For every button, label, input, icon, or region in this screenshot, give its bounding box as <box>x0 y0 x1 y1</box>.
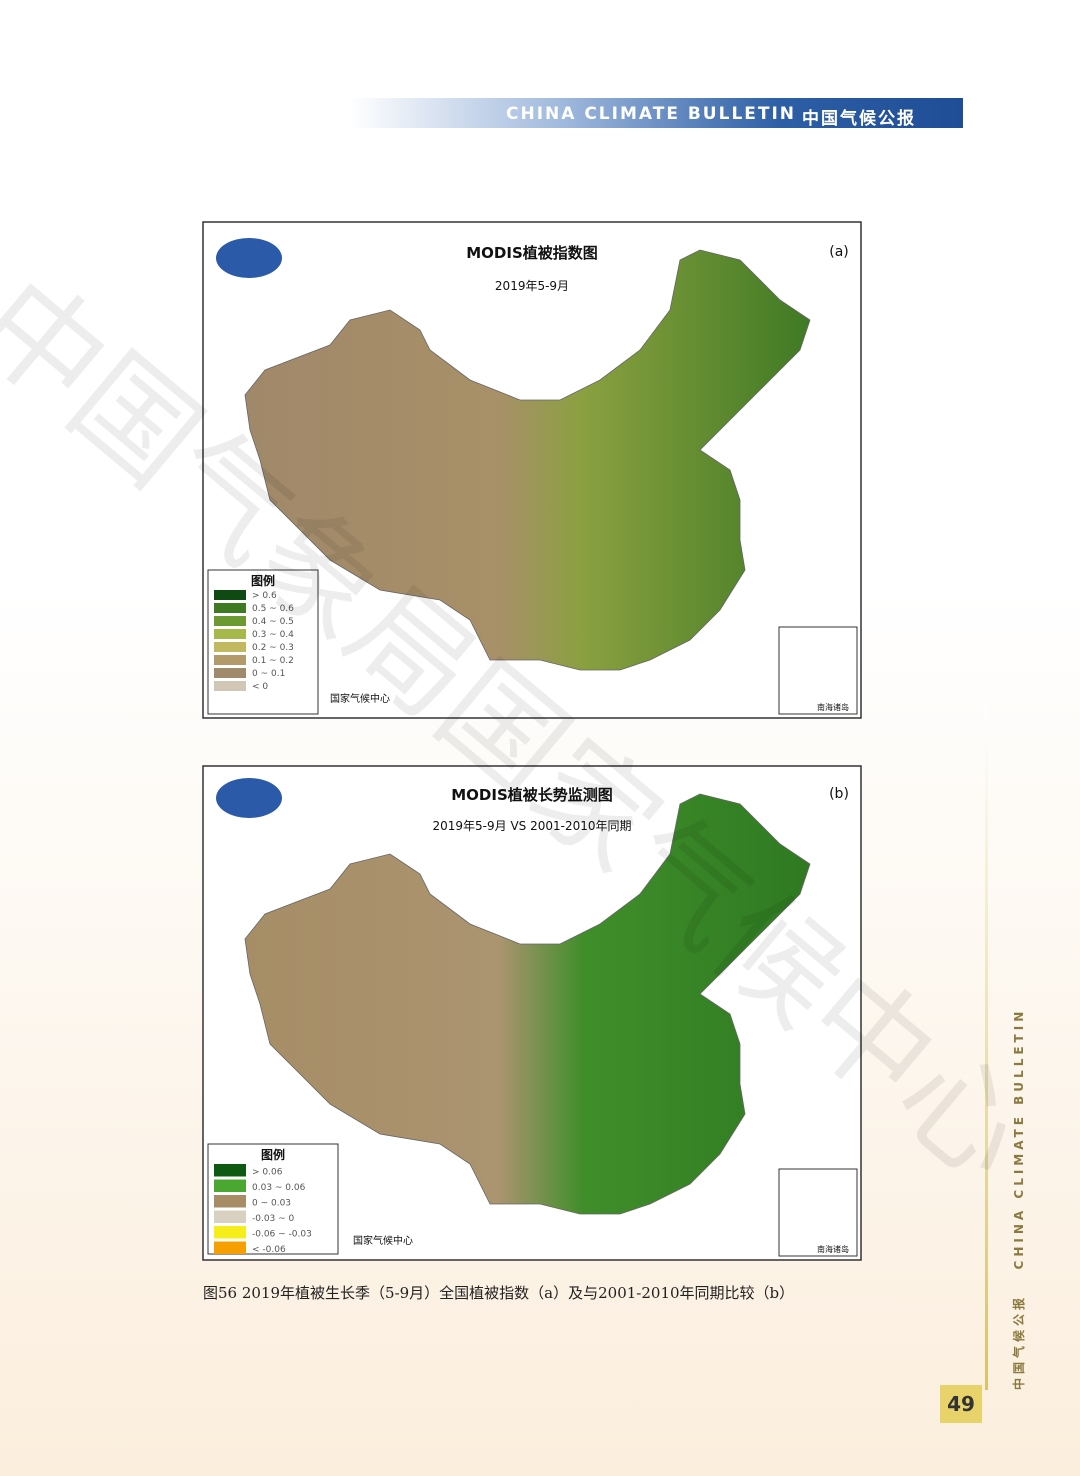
figure: MODIS植被长势监测图 2019年5-9月 VS 2001-2010年同期 (b)… <box>202 765 862 1261</box>
header-zh: 中国气候公报 <box>802 109 916 129</box>
page-number: 49 <box>940 1385 982 1423</box>
legend-label: 0.4 ~ 0.5 <box>252 617 294 627</box>
legend-label: < -0.06 <box>252 1245 286 1255</box>
side-zh: 中国气候公报 <box>1012 1293 1026 1390</box>
legend-label: < 0 <box>252 682 268 692</box>
inset-label: 南海诸岛 <box>817 702 849 712</box>
legend-title: 图例 <box>251 573 275 588</box>
legend-label: 0.03 ~ 0.06 <box>252 1183 306 1193</box>
legend-title: 图例 <box>261 1147 285 1162</box>
figure-title: MODIS植被长势监测图 <box>451 786 613 804</box>
legend-swatch <box>214 590 246 600</box>
legend-label: 0.3 ~ 0.4 <box>252 630 294 640</box>
header-bar: CHINA CLIMATE BULLETIN 中国气候公报 <box>350 98 963 129</box>
legend-label: 0 ~ 0.1 <box>252 669 285 679</box>
legend-swatch <box>214 629 246 639</box>
legend-label: > 0.6 <box>252 591 277 601</box>
caption: 图56 2019年植被生长季（5-9月）全国植被指数（a）及与2001-2010… <box>203 1284 795 1302</box>
legend-swatch <box>214 616 246 626</box>
legend-label: > 0.06 <box>252 1168 283 1178</box>
header-en: CHINA CLIMATE BULLETIN <box>506 104 797 124</box>
credit: 国家气候中心 <box>353 1234 413 1247</box>
side-rule <box>985 700 988 1390</box>
legend-swatch <box>214 1241 246 1254</box>
legend-swatch <box>214 1226 246 1239</box>
legend-label: 0.2 ~ 0.3 <box>252 643 294 653</box>
panel-label: (a) <box>829 244 849 260</box>
legend-label: 0 ~ 0.03 <box>252 1199 291 1209</box>
legend-swatch <box>214 1164 246 1177</box>
panel-label: (b) <box>829 786 849 802</box>
legend-swatch <box>214 655 246 665</box>
legend-swatch <box>214 603 246 613</box>
figure: MODIS植被指数图 2019年5-9月 (a) 图例 > 0.6 0.5 ~ 0.6 0.… <box>202 221 862 719</box>
side-text: 中国气候公报 CHINA CLIMATE BULLETIN <box>1010 1008 1027 1390</box>
figure-subtitle: 2019年5-9月 VS 2001-2010年同期 <box>432 819 631 833</box>
legend-label: 0.1 ~ 0.2 <box>252 656 294 666</box>
legend-swatch <box>214 1195 246 1208</box>
legend-swatch <box>214 681 246 691</box>
legend-swatch <box>214 668 246 678</box>
figure-title: MODIS植被指数图 <box>466 244 598 262</box>
legend-swatch <box>214 1179 246 1192</box>
figure-subtitle: 2019年5-9月 <box>495 279 569 293</box>
credit: 国家气候中心 <box>330 692 390 705</box>
legend-swatch <box>214 1210 246 1223</box>
legend-swatch <box>214 642 246 652</box>
inset-label: 南海诸岛 <box>817 1244 849 1254</box>
legend-label: -0.03 ~ 0 <box>252 1214 295 1224</box>
legend-label: 0.5 ~ 0.6 <box>252 604 294 614</box>
legend-label: -0.06 ~ -0.03 <box>252 1230 312 1240</box>
side-en: CHINA CLIMATE BULLETIN <box>1012 1007 1026 1270</box>
